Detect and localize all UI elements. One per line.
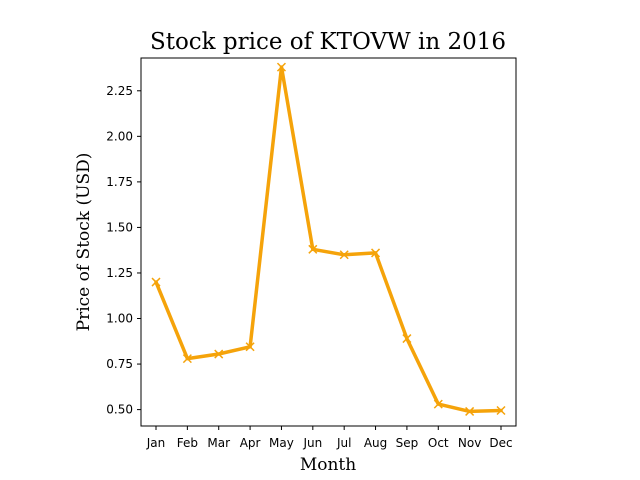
data-point-marker <box>308 244 318 254</box>
y-axis: 0.50 0.75 1.00 1.25 1.50 1.75 2.00 2.25 <box>106 84 141 417</box>
data-point-marker <box>182 354 192 364</box>
x-axis-label: Month <box>300 455 356 475</box>
x-tick-label: Sep <box>396 436 419 450</box>
x-tick-label: Dec <box>489 436 512 450</box>
x-tick-label: Jul <box>336 436 351 450</box>
series-layer <box>151 62 506 416</box>
x-tick-label: Apr <box>240 436 261 450</box>
x-tick-label: Oct <box>428 436 449 450</box>
data-point-marker <box>214 349 224 359</box>
data-point-marker <box>402 334 412 344</box>
x-tick-label: Aug <box>364 436 387 450</box>
data-point-marker <box>276 62 286 72</box>
y-tick-label: 1.00 <box>106 312 133 326</box>
x-tick-label: Jun <box>302 436 322 450</box>
x-tick-label: Nov <box>458 436 481 450</box>
data-point-marker <box>371 248 381 258</box>
y-axis-label: Price of Stock (USD) <box>74 153 94 332</box>
y-tick-label: 0.50 <box>106 403 133 417</box>
x-tick-label: May <box>269 436 294 450</box>
series-line <box>154 65 503 414</box>
y-tick-label: 2.00 <box>106 129 133 143</box>
y-tick-label: 1.50 <box>106 220 133 234</box>
data-point-marker <box>496 405 506 416</box>
y-tick-label: 1.75 <box>106 175 133 189</box>
x-tick-label: Feb <box>177 436 198 450</box>
x-axis: Jan Feb Mar Apr May Jun Jul Aug Sep Oct Nov Dec <box>146 426 513 450</box>
data-point-marker <box>465 406 475 416</box>
y-tick-label: 2.25 <box>106 84 133 98</box>
x-tick-label: Mar <box>207 436 230 450</box>
data-point-marker <box>433 399 443 409</box>
plot-area-frame <box>140 57 517 427</box>
data-point-marker <box>151 277 161 287</box>
x-tick-label: Jan <box>146 436 166 450</box>
y-tick-label: 1.25 <box>106 266 133 280</box>
data-point-marker <box>245 342 255 352</box>
data-point-marker <box>339 250 349 260</box>
y-tick-label: 0.75 <box>106 357 133 371</box>
chart-title: Stock price of KTOVW in 2016 <box>150 29 506 55</box>
